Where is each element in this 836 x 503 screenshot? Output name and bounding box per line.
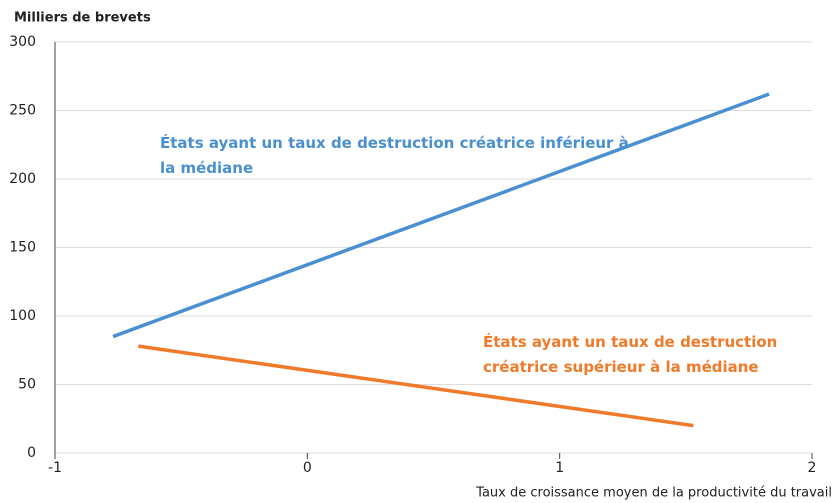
y-tick-label: 100 [9,308,36,324]
y-axis-title: Milliers de brevets [14,11,151,26]
y-tick-label: 250 [9,103,36,119]
line [112,92,770,339]
series-label: États ayant un taux de destruction créat… [160,134,629,177]
series-label: États ayant un taux de destruction créat… [483,333,778,376]
x-axis-title: Taux de croissance moyen de la productiv… [475,486,832,501]
x-tick-label: 0 [303,460,312,476]
x-tick-label: -1 [48,460,62,476]
y-tick-label: 0 [27,445,36,461]
y-tick-label: 200 [9,171,36,187]
line [138,344,694,428]
x-tick-label: 1 [555,460,564,476]
x-tick-label: 2 [808,460,817,476]
y-tick-label: 50 [18,377,36,393]
y-tick-label: 150 [9,240,36,256]
y-tick-label: 300 [9,34,36,50]
